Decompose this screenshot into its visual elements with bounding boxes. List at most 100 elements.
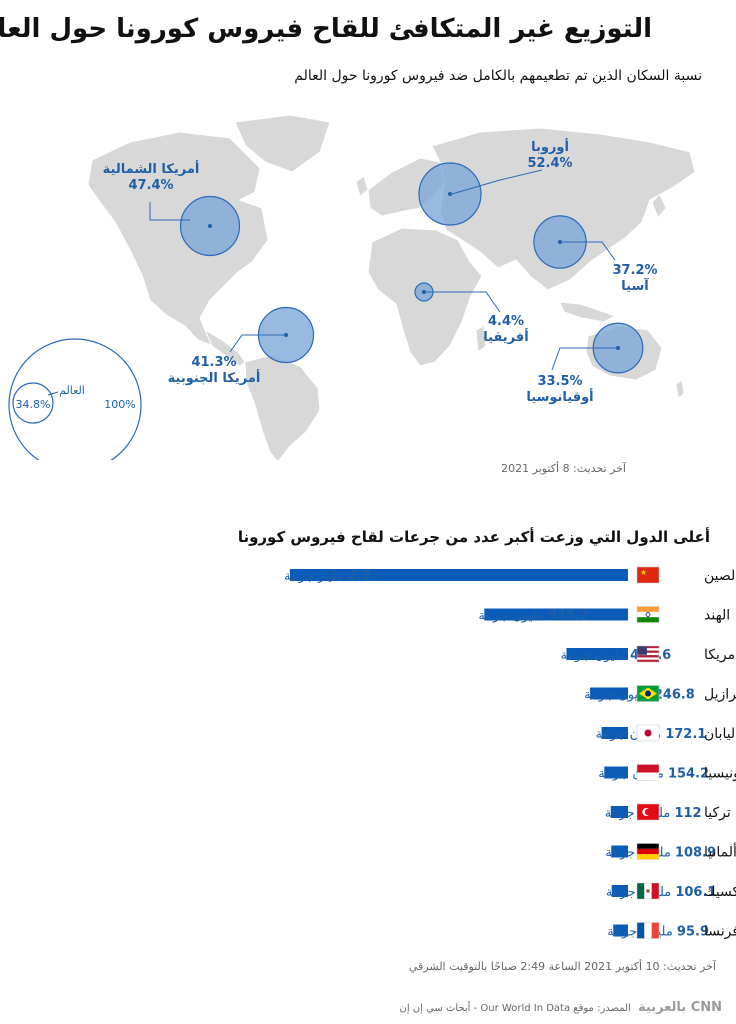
flag-france-icon <box>636 922 660 939</box>
region-name: آسيا <box>621 279 649 294</box>
bar-category-label: اليابان <box>704 726 736 742</box>
map-subtitle: نسبة السكان الذين تم تطعيمهم بالكامل ضد … <box>294 68 702 84</box>
bar-value-number: 112 <box>674 806 701 821</box>
leader-south-america <box>229 334 286 353</box>
bar-category-label: الهند <box>704 608 730 624</box>
bar <box>484 608 628 621</box>
flag-mexico-icon <box>636 882 660 900</box>
bar-row: 935.2 مليون جرعة الهند <box>478 606 730 624</box>
region-bubbles <box>179 162 644 374</box>
cnn-logo: CNN بالعربية <box>638 1000 722 1015</box>
region-label-africa: 4.4% أفريقيا <box>476 314 536 346</box>
bar-value-number: 106.1 <box>675 885 716 900</box>
bar <box>290 569 628 581</box>
flag-usa-icon <box>636 645 660 663</box>
bar <box>610 806 628 818</box>
bar-value-unit: مليار جرعة <box>284 569 348 584</box>
bar-category-label: المكسيك <box>704 884 736 900</box>
bar-row: 246.8 مليون جرعة البرازيل <box>584 685 736 703</box>
bar-value-unit: مليون جرعة <box>584 688 654 703</box>
source-text: المصدر: موقع Our World In Data - أبحاث س… <box>399 1003 631 1014</box>
legend-world-value: 34.8% <box>16 398 51 411</box>
bar <box>611 845 628 858</box>
region-name: أوقيانوسيا <box>526 390 594 405</box>
bar-value-number: 2.2 <box>348 569 371 584</box>
bar-value-number: 95.9 <box>677 925 709 940</box>
bar-value-unit: مليون جرعة <box>560 648 630 663</box>
bar-value-number: 108.9 <box>675 846 716 861</box>
source-footer: CNN بالعربية المصدر: موقع Our World In D… <box>399 1000 722 1015</box>
bar-category-label: تركيا <box>704 805 731 821</box>
bar <box>566 648 628 660</box>
bar-value-unit: مليون جرعة <box>478 609 548 624</box>
leader-asia <box>560 241 616 261</box>
bar-last-update: آخر تحديث: 10 أكتوبر 2021 الساعة 2:49 صب… <box>408 960 716 973</box>
bar-value-number: 246.8 <box>654 688 695 703</box>
bar <box>590 687 628 700</box>
bubble-center-north-america <box>208 224 212 228</box>
bar-chart: 2.2 مليار جرعة ★ الصين 935.2 مليون جرعة الهن… <box>284 566 736 940</box>
bar <box>613 924 628 937</box>
bar-category-label: فرنسا <box>704 924 736 940</box>
bar-value-number: 935.2 <box>548 609 589 624</box>
bar-category-label: البرازيل <box>704 687 736 703</box>
bar-value-label: 935.2 مليون جرعة <box>478 609 589 624</box>
bar-value-label: 2.2 مليار جرعة <box>284 569 371 584</box>
region-label-north-america: أمريكا الشمالية 47.4% <box>96 162 206 194</box>
flag-japan-icon <box>636 724 660 742</box>
bar-row: 154.2 مليون جرعةإندونيسيا <box>598 764 736 782</box>
flag-brazil-icon <box>636 685 660 702</box>
leader-north-america <box>149 202 190 221</box>
legend-world-pointer <box>47 391 59 396</box>
leader-oceania <box>551 347 618 371</box>
region-label-oceania: 33.5% أوقيانوسيا <box>520 374 600 406</box>
flag-germany-icon <box>636 843 660 860</box>
bar <box>611 885 628 897</box>
region-value: 37.2% <box>612 263 658 278</box>
bar <box>601 727 628 739</box>
region-leader-lines <box>149 169 618 371</box>
region-name: أوروبا <box>531 140 569 155</box>
map-last-update: آخر تحديث: 8 أكتوبر 2021 <box>501 462 626 475</box>
bar-row: 172.1 مليون جرعة اليابان <box>596 724 736 742</box>
region-value: 33.5% <box>537 374 583 389</box>
svg-text:★: ★ <box>640 568 647 577</box>
flag-china-icon: ★ <box>636 566 660 584</box>
page-title: التوزيع غير المتكافئ للقاح فيروس كورونا … <box>0 14 652 44</box>
region-label-asia: 37.2% آسيا <box>608 263 662 295</box>
region-value: 52.4% <box>527 156 573 171</box>
bar-value-number: 154.2 <box>668 767 709 782</box>
region-name: أمريكا الشمالية <box>102 162 200 177</box>
bar-category-label: ألمانيا <box>704 843 736 861</box>
flag-indonesia-icon <box>636 764 660 781</box>
region-value: 41.3% <box>191 355 237 370</box>
bubble-center-europe <box>448 192 452 196</box>
bar <box>604 766 628 779</box>
bar-value-number: 172.1 <box>665 727 706 742</box>
leader-africa <box>424 291 501 313</box>
legend-full-circle <box>8 338 142 460</box>
region-name: أمريكا الجنوبية <box>167 371 261 386</box>
legend-full-label: 100% <box>104 398 135 411</box>
leader-europe <box>451 169 543 195</box>
bar-category-label: إندونيسيا <box>704 766 736 782</box>
flag-turkey-icon <box>636 803 660 821</box>
bar-chart-title: أعلى الدول التي وزعت أكبر عدد من جرعات ل… <box>237 528 710 546</box>
bar-category-label: الصين <box>704 568 736 584</box>
region-name: أفريقيا <box>483 330 529 345</box>
bar-row: 2.2 مليار جرعة ★ الصين <box>284 566 736 584</box>
legend-world-label: العالم <box>59 384 85 397</box>
region-label-south-america: 41.3% أمريكا الجنوبية <box>164 355 264 387</box>
world-legend: 34.8% العالم 100% <box>8 338 142 460</box>
bar-value-label: 246.8 مليون جرعة <box>584 688 695 703</box>
region-label-europe: أوروبا 52.4% <box>520 140 580 172</box>
bar-value-label: 106.1 مليون جرعة <box>606 885 717 900</box>
legend-world-circle <box>12 382 54 424</box>
region-value: 47.4% <box>128 178 174 193</box>
bar-row: 106.1 مليون جرعةالمكسيك <box>606 882 736 900</box>
bar-value-label: 108.9 مليون جرعة <box>605 846 716 861</box>
bar-category-label: امريكا <box>704 647 736 663</box>
